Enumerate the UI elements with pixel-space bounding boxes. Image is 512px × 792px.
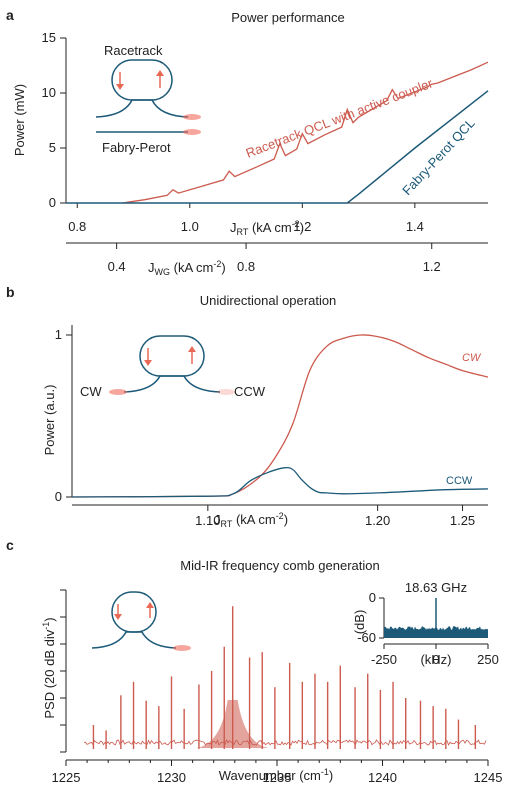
x-tick-label: 1235 bbox=[263, 770, 292, 785]
output-glow-icon bbox=[109, 389, 127, 395]
panel-c-title: Mid-IR frequency comb generation bbox=[180, 558, 379, 573]
output-glow-icon bbox=[173, 645, 191, 651]
arrow-down-icon bbox=[116, 84, 124, 90]
panel-a-inset-racetrack-label: Racetrack bbox=[104, 43, 163, 58]
panel-c: c Mid-IR frequency comb generation PSD (… bbox=[6, 537, 502, 785]
x-tick-label: 1.25 bbox=[450, 513, 475, 528]
panel-b-inset: CW CCW bbox=[80, 335, 266, 399]
panel-b-letter: b bbox=[6, 284, 15, 300]
inset-ylabel: (dB) bbox=[352, 610, 367, 635]
arrow-down-icon bbox=[114, 614, 122, 620]
panel-c-xlabel: Wavenumber (cm-1) bbox=[219, 767, 333, 783]
panel-a: a Power performance Power (mW) 0 5 10 15 0.… bbox=[6, 7, 489, 277]
panel-b-series-cw bbox=[71, 334, 489, 498]
x-tick-label: 1240 bbox=[368, 770, 397, 785]
y-tick-label: 1 bbox=[55, 327, 62, 342]
x-tick-label: 1.0 bbox=[181, 219, 199, 234]
panel-a-series-racetrack bbox=[122, 61, 489, 204]
panel-a-xlabel: JRT (kA cm-2) bbox=[230, 219, 304, 237]
panel-c-y-ticks bbox=[60, 589, 66, 753]
panel-b-ylabel: Power (a.u.) bbox=[42, 385, 57, 456]
panel-c-comb-lines bbox=[92, 606, 477, 749]
panel-a-series-fabry-perot bbox=[66, 90, 489, 204]
panel-c-noise-floor bbox=[83, 739, 487, 746]
inset-y-tick-label: 0 bbox=[369, 590, 376, 605]
x-tick-label: 1.10 bbox=[195, 513, 220, 528]
panel-a-xlabel-secondary: JWG (kA cm-2) bbox=[148, 259, 226, 277]
x-tick-label: 1.2 bbox=[293, 219, 311, 234]
panel-a-inset: Racetrack Fabry-Perot bbox=[95, 43, 201, 155]
panel-a-letter: a bbox=[6, 7, 14, 23]
output-glow-icon bbox=[217, 389, 235, 395]
x-tick-label: 1245 bbox=[474, 770, 503, 785]
arrow-up-icon bbox=[146, 602, 154, 608]
output-glow-icon bbox=[183, 114, 201, 120]
panel-c-beatnote-inset: 0 -60 -250 0 250 18.63 GHz (dB) (kHz) bbox=[352, 580, 499, 667]
coupler-waveguide-icon bbox=[123, 375, 221, 393]
panel-a-series-racetrack-label: Racetrack QCL with active coupler bbox=[244, 75, 436, 161]
panel-c-letter: c bbox=[6, 537, 14, 553]
coupler-waveguide-icon bbox=[91, 631, 177, 649]
panel-a-inset-fabry-perot-label: Fabry-Perot bbox=[102, 140, 171, 155]
y-tick-label: 0 bbox=[55, 489, 62, 504]
inset-x-tick-label: 0 bbox=[432, 652, 439, 667]
panel-a-y-ticks: 0 5 10 15 bbox=[42, 30, 66, 210]
x-tick-label: 1230 bbox=[157, 770, 186, 785]
x-tick-label: 1.4 bbox=[406, 219, 424, 234]
panel-b-series-ccw-label: CCW bbox=[446, 475, 473, 487]
output-glow-icon bbox=[183, 129, 201, 135]
x-tick-label: 1.20 bbox=[365, 513, 390, 528]
panel-a-ylabel: Power (mW) bbox=[12, 84, 27, 156]
x-tick-label: 1225 bbox=[52, 770, 81, 785]
inset-y-tick-label: -60 bbox=[357, 630, 376, 645]
y-tick-label: 5 bbox=[49, 140, 56, 155]
panel-c-ylabel: PSD (20 dB div-1) bbox=[41, 617, 57, 718]
panel-b-xlabel: JRT (kA cm-2) bbox=[214, 511, 288, 529]
racetrack-resonator-icon bbox=[139, 335, 205, 377]
y-tick-label: 0 bbox=[49, 195, 56, 210]
inset-x-tick-label: -250 bbox=[371, 652, 397, 667]
panel-a-x-ticks: 0.8 1.0 1.2 1.4 bbox=[68, 203, 424, 234]
panel-c-x-ticks: 1225 1230 1235 1240 1245 bbox=[52, 760, 503, 785]
coupler-waveguide-icon bbox=[95, 99, 189, 118]
panel-b-y-ticks: 01 bbox=[55, 327, 72, 504]
panel-b: b Unidirectional operation Power (a.u.) … bbox=[6, 284, 489, 529]
panel-b-x-ticks: 1.10 1.20 1.25 bbox=[195, 505, 475, 528]
x-tick-secondary-label: 0.4 bbox=[108, 259, 126, 274]
panel-c-inset-diagram bbox=[91, 591, 191, 651]
arrow-up-icon bbox=[156, 70, 164, 76]
panel-b-series-cw-label: CW bbox=[462, 352, 482, 364]
y-tick-label: 15 bbox=[42, 30, 56, 45]
racetrack-resonator-icon bbox=[111, 59, 173, 101]
inset-xlabel: (kHz) bbox=[420, 652, 451, 667]
panel-a-series-fabry-perot-label: Fabry-Perot QCL bbox=[399, 115, 477, 198]
x-tick-secondary-label: 0.8 bbox=[237, 259, 255, 274]
panel-a-title: Power performance bbox=[231, 10, 344, 25]
inset-x-tick-label: 250 bbox=[477, 652, 499, 667]
x-tick-label: 0.8 bbox=[68, 219, 86, 234]
panel-b-title: Unidirectional operation bbox=[200, 293, 337, 308]
inset-title: 18.63 GHz bbox=[405, 580, 467, 595]
arrow-up-icon bbox=[188, 346, 196, 352]
panel-a-x-ticks-secondary: 0.4 0.8 1.2 bbox=[108, 243, 441, 274]
arrow-down-icon bbox=[144, 360, 152, 366]
panel-b-series-ccw bbox=[71, 466, 489, 498]
panel-b-inset-cw-label: CW bbox=[80, 384, 102, 399]
inset-ticks: 0 -60 -250 0 250 bbox=[357, 590, 499, 667]
panel-b-inset-ccw-label: CCW bbox=[234, 384, 266, 399]
x-tick-secondary-label: 1.2 bbox=[423, 259, 441, 274]
y-tick-label: 10 bbox=[42, 85, 56, 100]
